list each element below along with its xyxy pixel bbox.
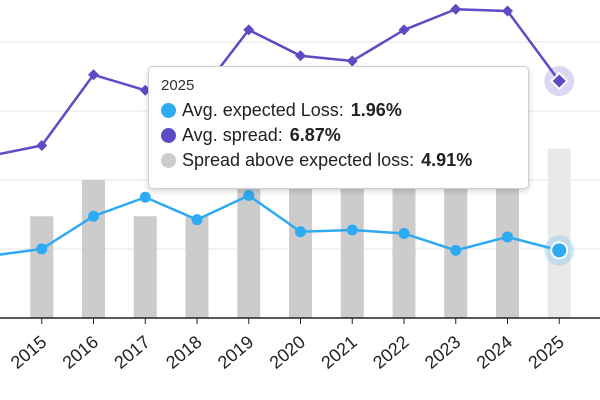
tooltip-label: Avg. spread: (182, 125, 283, 145)
data-point[interactable] (502, 5, 513, 17)
x-tick-label: 2022 (369, 332, 413, 373)
series-line (0, 194, 560, 256)
data-point[interactable] (88, 210, 99, 222)
bar[interactable] (237, 180, 261, 318)
data-point[interactable] (398, 24, 410, 36)
x-axis: 2015 2016 2017 2018 2019 2020 2021 2022 2023 2024… (0, 317, 600, 373)
tooltip-value: 1.96% (350, 100, 402, 120)
bar[interactable] (82, 180, 105, 318)
data-point[interactable] (36, 140, 48, 151)
tooltip-value: 4.91% (421, 150, 473, 170)
data-point[interactable] (139, 191, 151, 203)
data-point[interactable] (346, 55, 358, 67)
data-point[interactable] (295, 226, 306, 238)
data-point[interactable] (450, 244, 462, 256)
data-point[interactable] (243, 24, 255, 36)
bar[interactable] (289, 180, 312, 318)
data-point[interactable] (346, 224, 358, 236)
x-tick-label: 2025 (524, 332, 568, 373)
tooltip-label: Spread above expected loss: (182, 150, 415, 170)
bar[interactable] (185, 216, 209, 318)
data-point[interactable] (88, 69, 99, 81)
data-point[interactable] (398, 227, 410, 239)
x-tick-label: 2019 (214, 332, 258, 373)
series-color-dot-icon (161, 103, 176, 118)
tooltip-title: 2025 (161, 77, 195, 94)
series-color-dot-icon (161, 128, 176, 143)
bar[interactable] (133, 216, 157, 318)
tooltip-row-spread: Avg. spread: 6.87% (161, 123, 516, 148)
data-point[interactable] (36, 243, 48, 255)
line-series (0, 3, 575, 266)
tooltip-value: 6.87% (289, 125, 341, 145)
tooltip: 2025 Avg. expected Loss: 1.96% Avg. spre… (148, 66, 529, 189)
tooltip-label: Avg. expected Loss: (182, 100, 344, 120)
tooltip-row-spread-above: Spread above expected loss: 4.91% (161, 148, 516, 173)
bar[interactable] (496, 180, 519, 318)
series-color-dot-icon (161, 153, 176, 168)
series-line (0, 7, 561, 156)
bar[interactable] (392, 180, 416, 318)
x-tick-label: 2024 (473, 332, 517, 373)
tooltip-row-expected-loss: Avg. expected Loss: 1.96% (161, 98, 516, 123)
bar[interactable] (30, 216, 54, 318)
x-tick-label: 2021 (317, 332, 361, 373)
data-point[interactable] (450, 3, 462, 15)
bar[interactable] (547, 148, 571, 318)
x-tick-label: 2017 (110, 332, 154, 373)
x-tick-label: 2023 (421, 332, 465, 373)
data-point[interactable] (550, 241, 569, 260)
bar[interactable] (340, 180, 364, 318)
data-point[interactable] (191, 214, 203, 226)
data-point[interactable] (502, 231, 513, 243)
x-tick-label: 2016 (59, 332, 103, 373)
x-tick-label: 2020 (266, 332, 310, 373)
data-point[interactable] (243, 190, 255, 202)
x-tick-label: 2018 (162, 332, 206, 373)
x-tick-label: 2015 (7, 332, 51, 373)
data-point[interactable] (295, 50, 306, 62)
data-point[interactable] (549, 71, 569, 91)
